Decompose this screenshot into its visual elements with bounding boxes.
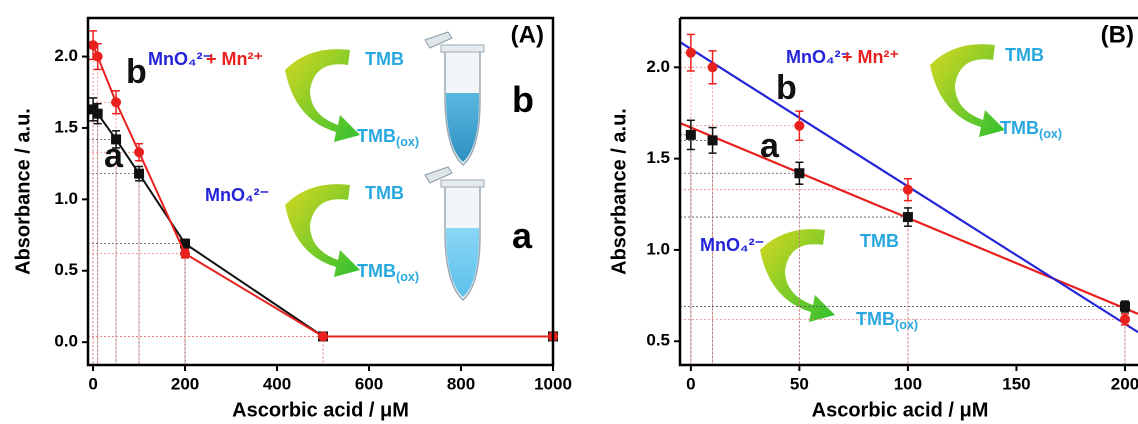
x-axis-label: Ascorbic acid / μM bbox=[812, 399, 989, 421]
series-label: a bbox=[760, 127, 780, 165]
y-tick-label: 2.0 bbox=[646, 57, 670, 76]
reaction-arrow bbox=[285, 49, 360, 142]
annotation: + Mn²⁺ bbox=[206, 49, 263, 69]
y-tick-label: 1.0 bbox=[54, 189, 78, 208]
annotation: TMB(ox) bbox=[856, 309, 918, 333]
point bbox=[685, 47, 696, 58]
annotation: TMB(ox) bbox=[357, 126, 419, 150]
annotation-subscript: (ox) bbox=[1039, 127, 1062, 141]
point bbox=[794, 120, 805, 131]
x-tick-label: 200 bbox=[1111, 374, 1138, 393]
annotation: MnO₄²⁻ bbox=[786, 47, 850, 67]
annotation: MnO₄²⁻ bbox=[700, 235, 764, 255]
annotation-subscript: (ox) bbox=[396, 135, 419, 149]
annotation: TMB(ox) bbox=[1000, 118, 1062, 142]
y-tick-label: 1.0 bbox=[646, 239, 670, 258]
point bbox=[1119, 314, 1130, 325]
y-axis-label: Absorbance / a.u. bbox=[12, 108, 34, 275]
x-tick-label: 0 bbox=[88, 374, 97, 393]
tube-a bbox=[424, 166, 485, 302]
annotation-text: + Mn²⁺ bbox=[206, 49, 263, 69]
annotation: MnO₄²⁻ bbox=[148, 49, 212, 69]
annotation-text: TMB bbox=[365, 49, 404, 69]
point bbox=[707, 135, 718, 146]
point bbox=[685, 129, 696, 140]
annotation-text: MnO₄²⁻ bbox=[700, 235, 764, 255]
x-tick-label: 1000 bbox=[534, 374, 572, 393]
point bbox=[92, 51, 103, 62]
point bbox=[794, 168, 805, 179]
point bbox=[318, 331, 329, 342]
annotation-text: TMB bbox=[856, 309, 895, 329]
point bbox=[88, 40, 99, 51]
tube-b bbox=[424, 31, 485, 167]
series-line bbox=[92, 108, 553, 338]
reaction-arrow bbox=[285, 184, 360, 277]
annotation-text: TMB bbox=[1005, 45, 1044, 65]
reaction-arrow bbox=[760, 229, 835, 322]
annotation: TMB bbox=[1005, 45, 1044, 65]
annotation: TMB bbox=[365, 183, 404, 203]
annotation-text: a bbox=[512, 215, 533, 256]
annotation-text: TMB bbox=[860, 231, 899, 251]
annotation-text: MnO₄²⁻ bbox=[148, 49, 212, 69]
annotation-text: TMB bbox=[357, 261, 396, 281]
annotation: TMB bbox=[365, 49, 404, 69]
x-tick-label: 0 bbox=[686, 374, 695, 393]
annotation-text: b bbox=[512, 79, 534, 120]
x-tick-label: 150 bbox=[1002, 374, 1030, 393]
series-label: b bbox=[126, 53, 147, 91]
y-tick-label: 0.5 bbox=[646, 331, 670, 350]
reaction-arrow bbox=[930, 44, 1005, 137]
annotation-text: TMB bbox=[357, 126, 396, 146]
annotation-text: TMB bbox=[1000, 118, 1039, 138]
y-tick-label: 0.5 bbox=[54, 260, 78, 279]
annotation: + Mn²⁺ bbox=[842, 47, 899, 67]
x-tick-label: 400 bbox=[263, 374, 291, 393]
point bbox=[1119, 301, 1130, 312]
annotation: MnO₄²⁻ bbox=[205, 185, 269, 205]
x-axis-label: Ascorbic acid / μM bbox=[232, 399, 409, 421]
x-tick-label: 800 bbox=[447, 374, 475, 393]
point bbox=[134, 168, 145, 179]
y-axis-label: Absorbance / a.u. bbox=[608, 108, 630, 275]
annotation: TMB(ox) bbox=[357, 261, 419, 285]
annotation-text: + Mn²⁺ bbox=[842, 47, 899, 67]
annotation: a bbox=[512, 215, 533, 256]
point bbox=[180, 238, 191, 249]
annotation: b bbox=[512, 79, 534, 120]
point bbox=[92, 108, 103, 119]
x-tick-label: 100 bbox=[894, 374, 922, 393]
x-tick-label: 50 bbox=[790, 374, 809, 393]
point bbox=[134, 147, 145, 158]
point bbox=[111, 97, 122, 108]
x-tick-label: 600 bbox=[355, 374, 383, 393]
annotation-text: MnO₄²⁻ bbox=[786, 47, 850, 67]
y-tick-label: 0.0 bbox=[54, 332, 78, 351]
annotation-subscript: (ox) bbox=[895, 318, 918, 332]
y-tick-label: 2.0 bbox=[54, 46, 78, 65]
point bbox=[180, 248, 191, 259]
annotation: TMB bbox=[860, 231, 899, 251]
panel-label: (B) bbox=[1101, 21, 1134, 48]
annotation-text: MnO₄²⁻ bbox=[205, 185, 269, 205]
axes-frame bbox=[678, 16, 1138, 367]
series-label: a bbox=[104, 137, 124, 175]
point bbox=[902, 184, 913, 195]
annotation-subscript: (ox) bbox=[396, 270, 419, 284]
point bbox=[707, 62, 718, 73]
panel-label: (A) bbox=[511, 21, 544, 48]
x-tick-label: 200 bbox=[171, 374, 199, 393]
point bbox=[902, 212, 913, 223]
y-tick-label: 1.5 bbox=[54, 117, 78, 136]
point bbox=[111, 134, 122, 145]
y-tick-label: 1.5 bbox=[646, 148, 670, 167]
annotation-text: TMB bbox=[365, 183, 404, 203]
series-label: b bbox=[776, 69, 797, 107]
